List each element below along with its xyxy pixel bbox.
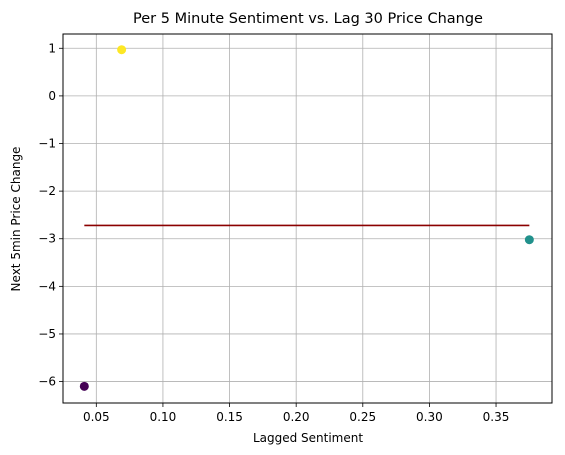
y-tick-label: −2 — [38, 184, 56, 198]
data-point — [79, 381, 89, 391]
data-point — [117, 45, 127, 55]
y-tick-label: −6 — [38, 375, 56, 389]
y-ticks: 1 0 −1 −2 −3 −4 −5 −6 — [38, 41, 63, 389]
x-tick-label: 0.30 — [416, 410, 443, 424]
y-tick-label: 1 — [48, 41, 56, 55]
y-tick-label: −5 — [38, 327, 56, 341]
x-tick-label: 0.25 — [349, 410, 376, 424]
x-tick-label: 0.10 — [150, 410, 177, 424]
points-layer — [79, 45, 534, 391]
x-tick-label: 0.05 — [83, 410, 110, 424]
x-axis-label: Lagged Sentiment — [253, 431, 363, 445]
grid — [63, 34, 552, 403]
y-tick-label: −1 — [38, 137, 56, 151]
x-tick-label: 0.20 — [283, 410, 310, 424]
data-point — [524, 235, 534, 245]
y-tick-label: 0 — [48, 89, 56, 103]
plot-frame — [62, 33, 553, 404]
y-tick-label: −3 — [38, 232, 56, 246]
y-tick-label: −4 — [38, 279, 56, 293]
chart-title: Per 5 Minute Sentiment vs. Lag 30 Price … — [133, 11, 483, 27]
x-tick-label: 0.15 — [216, 410, 243, 424]
x-tick-label: 0.35 — [483, 410, 510, 424]
x-ticks: 0.05 0.10 0.15 0.20 0.25 0.30 0.35 — [83, 403, 509, 424]
y-axis-label: Next 5min Price Change — [9, 147, 23, 292]
